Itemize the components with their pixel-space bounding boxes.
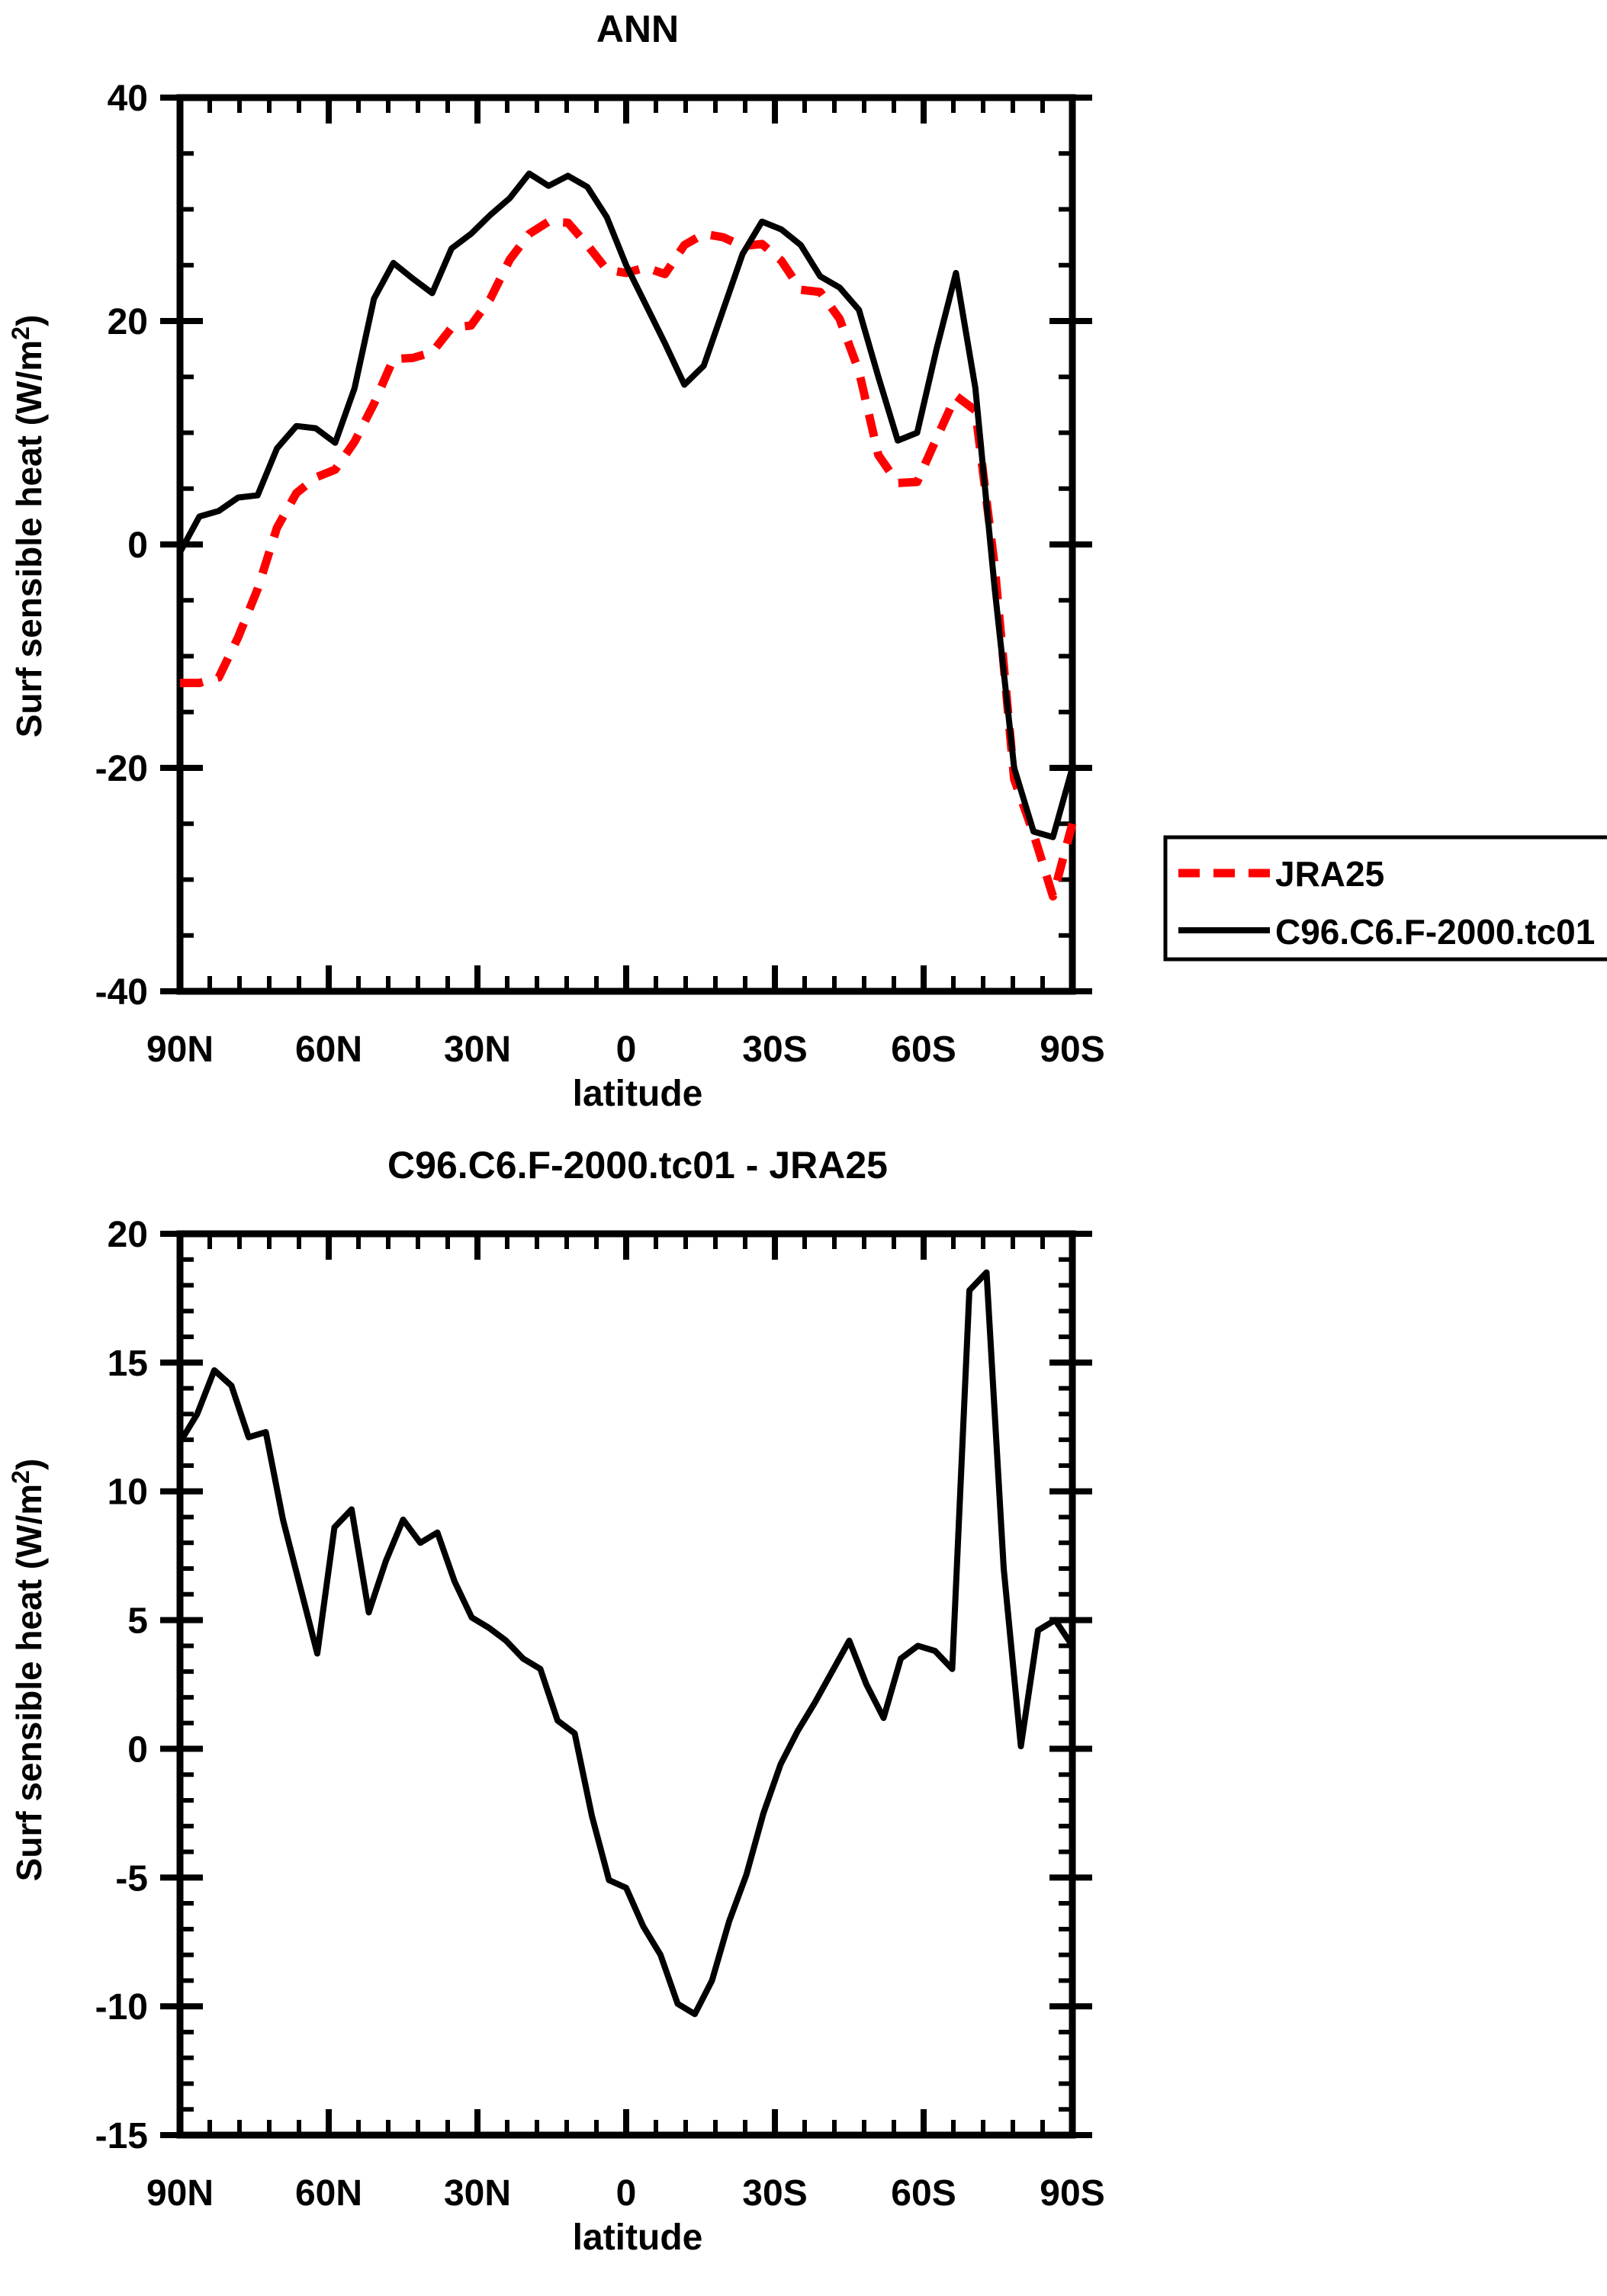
axis-ticks-top — [160, 95, 1092, 994]
x-tick-labels-bottom: 90N 60N 30N 0 30S 60S 90S — [146, 2173, 1105, 2214]
y-tick-label: 40 — [108, 79, 148, 119]
data-curves-bottom — [177, 1269, 1075, 2018]
x-tick-label: 30N — [444, 1029, 511, 1070]
y-tick-label: 20 — [108, 302, 148, 342]
y-axis-title-exponent-bottom: 2 — [7, 1470, 34, 1484]
y-tick-label: -40 — [95, 972, 148, 1013]
y-tick-label: -20 — [95, 749, 148, 789]
x-tick-label: 90N — [146, 2173, 214, 2214]
x-axis-title-bottom: latitude — [573, 2217, 703, 2258]
chart-title-bottom: C96.C6.F-2000.tc01 - JRA25 — [387, 1144, 888, 1187]
data-curves-top — [177, 170, 1077, 901]
y-tick-label: 20 — [108, 1215, 148, 1255]
x-tick-label: 30S — [742, 2173, 807, 2214]
y-axis-title-tail-bottom: ) — [9, 1459, 49, 1470]
y-tick-label: 15 — [108, 1344, 148, 1384]
x-tick-label: 60S — [891, 1029, 956, 1070]
panel-ann: ANN 40 20 0 -20 -40 90N 60N 30N 0 30S 60S 90S Surf… — [7, 8, 1607, 1114]
y-tick-labels-bottom: 20 15 10 5 0 -5 -10 -15 — [95, 1215, 148, 2156]
x-tick-label: 0 — [616, 1029, 637, 1070]
y-axis-title-main-bottom: Surf sensible heat (W/m — [9, 1484, 49, 1881]
y-tick-label: -15 — [95, 2116, 148, 2156]
chart-title-top: ANN — [596, 8, 679, 50]
legend-top: JRA25 C96.C6.F-2000.tc01 — [1163, 835, 1607, 962]
x-tick-label: 60S — [891, 2173, 956, 2214]
svg-text:Surf sensible heat (W/m2): Surf sensible heat (W/m2) — [7, 315, 49, 738]
axis-ticks-bottom — [160, 1231, 1092, 2138]
y-tick-label: 10 — [108, 1472, 148, 1513]
panel-difference: C96.C6.F-2000.tc01 - JRA25 20 15 10 5 0 -5 -10… — [0, 1136, 1607, 2296]
difference-chart: C96.C6.F-2000.tc01 - JRA25 20151050-5-10… — [7, 1144, 1105, 2258]
x-tick-label: 90S — [1040, 2173, 1104, 2214]
y-tick-label: 0 — [127, 525, 148, 566]
x-tick-label: 0 — [616, 2173, 637, 2214]
y-tick-label: 5 — [127, 1601, 148, 1642]
x-axis-title-top: latitude — [573, 1074, 703, 1114]
x-tick-labels-top: 90N 60N 30N 0 30S 60S 90S — [146, 1029, 1105, 1070]
x-tick-label: 60N — [295, 2173, 362, 2214]
y-tick-labels-top: 40 20 0 -20 -40 — [95, 79, 148, 1013]
legend-box — [1163, 835, 1607, 962]
y-tick-label: -10 — [95, 1987, 148, 2028]
plot-frame-bottom — [176, 1230, 1076, 2139]
y-tick-label: 0 — [127, 1729, 148, 1770]
y-tick-label: -5 — [115, 1858, 148, 1899]
y-axis-title-exponent-top: 2 — [7, 326, 34, 340]
ann-chart: ANN 40 20 0 -20 -40 90N 60N 30N 0 30S 60S 90S Surf… — [7, 8, 1607, 1114]
x-tick-label: 30S — [742, 1029, 807, 1070]
x-tick-label: 90N — [146, 1029, 214, 1070]
x-tick-label: 60N — [295, 1029, 362, 1070]
series-line-c96-c6-f-2000-tc01 — [177, 170, 1075, 840]
y-axis-title-bottom: Surf sensible heat (W/m2) — [7, 1459, 49, 1882]
legend-label-jra25: JRA25 — [1275, 854, 1384, 894]
x-tick-label: 90S — [1040, 1029, 1104, 1070]
series-line-c96-c6-f-2000-tc01-jra25 — [177, 1269, 1075, 2018]
series-line-jra25 — [180, 217, 1077, 901]
plot-frame-top — [176, 94, 1076, 995]
x-tick-label: 30N — [444, 2173, 511, 2214]
svg-text:Surf sensible heat (W/m2): Surf sensible heat (W/m2) — [7, 1459, 49, 1882]
y-axis-title-tail-top: ) — [9, 315, 49, 326]
y-axis-title-top: Surf sensible heat (W/m2) — [7, 315, 49, 738]
legend-label-model: C96.C6.F-2000.tc01 — [1275, 912, 1595, 952]
y-axis-title-main-top: Surf sensible heat (W/m — [9, 340, 49, 737]
